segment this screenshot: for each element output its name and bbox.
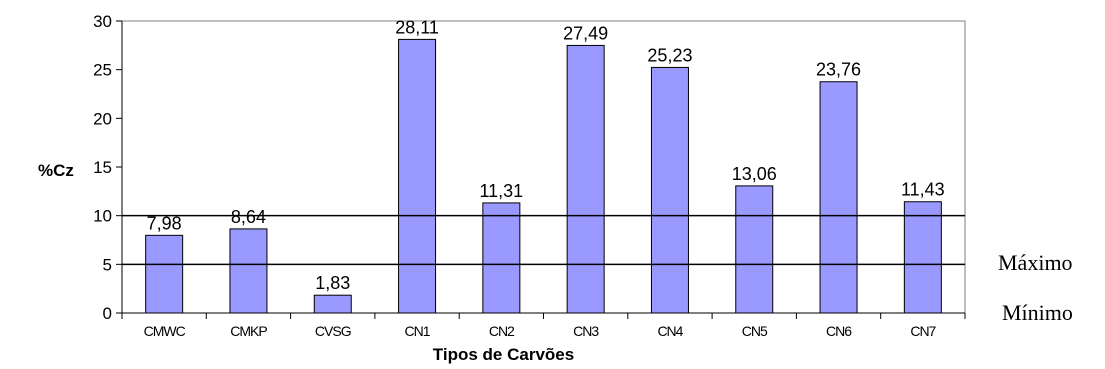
y-tick-label: 30 — [93, 12, 112, 31]
y-tick-label: 20 — [93, 109, 112, 128]
reference-label-maximum: Máximo — [998, 250, 1073, 275]
data-label: 28,11 — [395, 17, 439, 37]
reference-label-minimum: Mínimo — [1002, 300, 1073, 325]
data-label: 13,06 — [732, 164, 777, 184]
y-tick-label: 15 — [93, 158, 112, 177]
data-label: 7,98 — [147, 213, 182, 233]
y-tick-label: 5 — [103, 255, 112, 274]
bar-cn7 — [903, 201, 942, 314]
x-tick-label: CVSG — [315, 323, 351, 339]
x-tick-label: CN7 — [910, 323, 936, 339]
plot-area: 0 5 10 15 20 25 30 7,98 CMWC 8,64 CMKP 1,83 CVSG 28,1… — [93, 12, 966, 339]
bar-cn3 — [566, 44, 605, 314]
x-tick-label: CN1 — [405, 323, 431, 339]
y-axis-title: %Cz — [38, 161, 74, 180]
x-tick-label: CMKP — [230, 323, 267, 339]
x-tick-label: CN2 — [489, 323, 515, 339]
bar-cn2 — [482, 202, 521, 314]
x-tick-label: CN6 — [826, 323, 852, 339]
data-label: 11,31 — [479, 181, 523, 201]
data-label: 23,76 — [816, 60, 861, 80]
y-tick-label: 0 — [103, 304, 112, 323]
y-tick-label: 10 — [93, 207, 112, 226]
y-tick-label: 25 — [93, 61, 112, 80]
bar-cmwc — [145, 234, 184, 314]
x-tick-label: CN3 — [573, 323, 599, 339]
x-tick-label: CMWC — [144, 323, 186, 339]
bar-cn4 — [650, 66, 689, 314]
x-tick-label: CN5 — [742, 323, 768, 339]
bar-cn1 — [398, 38, 437, 314]
data-label: 8,64 — [231, 207, 266, 227]
bar-cvsg — [313, 294, 352, 314]
x-tick-label: CN4 — [657, 323, 683, 339]
bar-cmkp — [229, 228, 268, 314]
x-axis-title: Tipos de Carvões — [433, 345, 574, 364]
data-label: 1,83 — [315, 273, 350, 293]
bar-cn5 — [735, 185, 774, 314]
data-label: 11,43 — [901, 180, 945, 200]
bar-cn6 — [819, 81, 858, 314]
data-label: 25,23 — [647, 45, 692, 65]
data-label: 27,49 — [563, 23, 608, 43]
